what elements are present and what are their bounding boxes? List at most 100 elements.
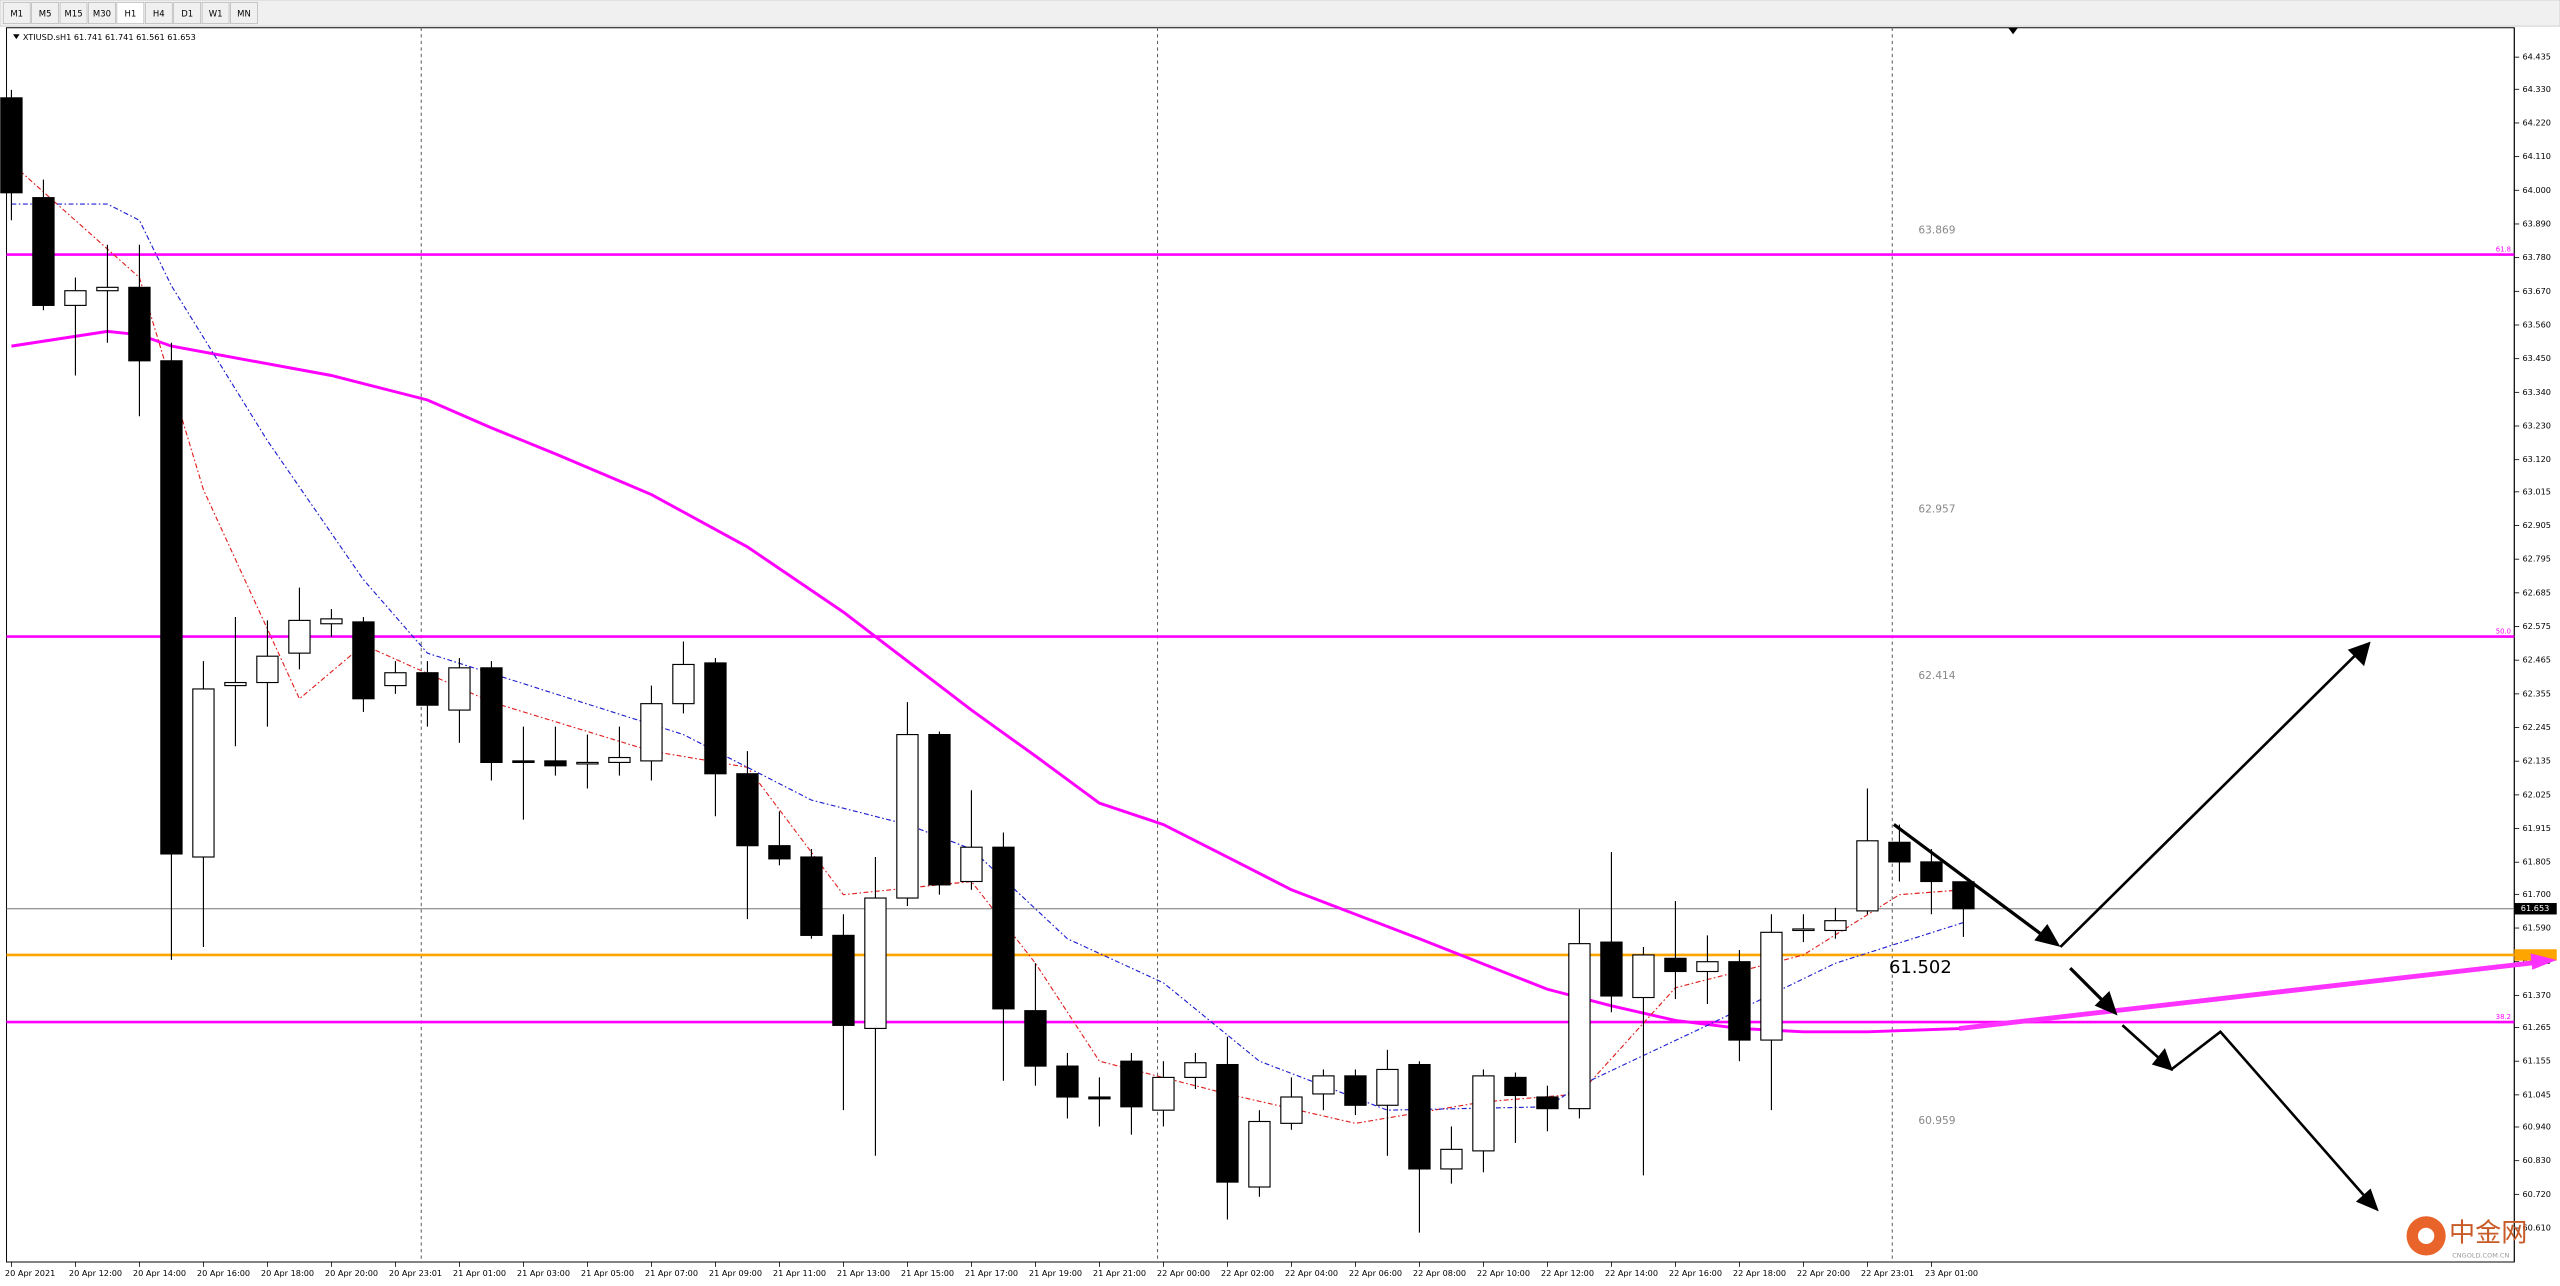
y-tick-label: 61.805 bbox=[2522, 857, 2551, 867]
moving-average bbox=[11, 329, 1964, 1034]
bullish-candle bbox=[672, 663, 695, 705]
timeframe-button[interactable] bbox=[31, 2, 59, 24]
timeframe-label[interactable]: M15 bbox=[65, 8, 83, 18]
bearish-candle bbox=[160, 360, 183, 855]
y-tick-label: 63.230 bbox=[2522, 421, 2551, 431]
x-tick-label: 22 Apr 10:00 bbox=[1477, 1268, 1530, 1278]
x-tick-label: 22 Apr 06:00 bbox=[1349, 1268, 1402, 1278]
bullish-candle bbox=[1152, 1076, 1175, 1111]
arrow bbox=[1892, 823, 2055, 945]
y-tick-label: 63.015 bbox=[2522, 486, 2551, 496]
x-tick-label: 22 Apr 14:00 bbox=[1605, 1268, 1658, 1278]
timeframe-button[interactable] bbox=[116, 2, 145, 24]
y-tick-label: 61.155 bbox=[2522, 1056, 2551, 1066]
timeframe-label[interactable]: M1 bbox=[10, 8, 23, 18]
bullish-candle bbox=[96, 286, 119, 292]
y-tick-label: 61.700 bbox=[2522, 889, 2551, 899]
y-tick-label: 62.905 bbox=[2522, 520, 2551, 530]
bullish-candle bbox=[576, 761, 599, 765]
x-tick-label: 21 Apr 09:00 bbox=[709, 1268, 762, 1278]
bullish-candle bbox=[1184, 1062, 1207, 1078]
timeframe-label[interactable]: W1 bbox=[209, 8, 223, 18]
bearish-candle bbox=[1888, 841, 1911, 863]
bearish-candle bbox=[1088, 1096, 1111, 1100]
bearish-candle bbox=[1120, 1060, 1143, 1108]
y-tick-label: 64.220 bbox=[2522, 117, 2551, 127]
bearish-candle bbox=[352, 621, 375, 700]
x-tick-label: 21 Apr 13:00 bbox=[837, 1268, 890, 1278]
x-tick-label: 22 Apr 12:00 bbox=[1541, 1268, 1594, 1278]
bullish-candle bbox=[896, 733, 919, 899]
bullish-candle bbox=[1312, 1075, 1335, 1095]
bearish-candle bbox=[1536, 1096, 1559, 1110]
bullish-candle bbox=[1792, 928, 1815, 932]
bullish-candle bbox=[1248, 1120, 1271, 1188]
arrow-head bbox=[2347, 641, 2371, 667]
bearish-candle bbox=[736, 773, 759, 847]
bearish-candle bbox=[992, 846, 1015, 1010]
y-tick-label: 62.795 bbox=[2522, 554, 2551, 564]
level-annotation: 63.869 bbox=[1918, 223, 1955, 236]
level-label: 38.2 bbox=[2496, 1013, 2511, 1021]
timeframe-button[interactable] bbox=[201, 2, 230, 24]
y-tick-label: 62.025 bbox=[2522, 789, 2551, 799]
y-tick-label: 61.265 bbox=[2522, 1022, 2551, 1032]
y-tick-label: 60.610 bbox=[2522, 1223, 2551, 1233]
timeframe-button[interactable] bbox=[2, 2, 31, 24]
bullish-candle bbox=[1376, 1068, 1399, 1106]
y-tick-label: 63.450 bbox=[2522, 353, 2551, 363]
y-tick-label: 63.670 bbox=[2522, 286, 2551, 296]
watermark-sub: CNGOLD.COM.CN bbox=[2452, 1251, 2509, 1259]
timeframe-button[interactable] bbox=[59, 2, 88, 24]
bearish-candle bbox=[768, 845, 791, 860]
toolbar bbox=[0, 0, 2560, 27]
y-tick-label: 62.355 bbox=[2522, 688, 2551, 698]
bullish-candle bbox=[1824, 920, 1847, 932]
x-tick-label: 22 Apr 20:00 bbox=[1797, 1268, 1850, 1278]
bearish-candle bbox=[1056, 1065, 1079, 1098]
bearish-candle bbox=[544, 760, 567, 767]
y-tick-label: 61.590 bbox=[2522, 923, 2551, 933]
bearish-candle bbox=[32, 197, 55, 306]
timeframe-button[interactable] bbox=[144, 2, 173, 24]
y-tick-label: 63.780 bbox=[2522, 252, 2551, 262]
bearish-candle bbox=[512, 760, 535, 763]
bearish-candle bbox=[800, 856, 823, 936]
y-tick-label: 61.915 bbox=[2522, 823, 2551, 833]
arrow bbox=[2059, 647, 2364, 948]
timeframe-label[interactable]: M30 bbox=[93, 8, 111, 18]
y-tick-label: 62.685 bbox=[2522, 587, 2551, 597]
y-tick-label: 62.135 bbox=[2522, 756, 2551, 766]
y-tick-label: 64.000 bbox=[2522, 185, 2551, 195]
current-price-box bbox=[2514, 903, 2557, 915]
timeframe-label[interactable]: H1 bbox=[124, 8, 136, 18]
x-tick-label: 21 Apr 17:00 bbox=[965, 1268, 1018, 1278]
timeframe-button[interactable] bbox=[230, 2, 258, 24]
y-tick-label: 62.575 bbox=[2522, 621, 2551, 631]
x-tick-label: 21 Apr 15:00 bbox=[901, 1268, 954, 1278]
bearish-candle bbox=[1344, 1075, 1367, 1106]
x-tick-label: 21 Apr 01:00 bbox=[453, 1268, 506, 1278]
watermark-logo-inner bbox=[2417, 1227, 2435, 1245]
timeframe-button[interactable] bbox=[173, 2, 201, 24]
bullish-candle bbox=[1856, 840, 1879, 912]
bullish-candle bbox=[64, 290, 87, 306]
x-tick-label: 21 Apr 07:00 bbox=[645, 1268, 698, 1278]
bearish-candle bbox=[1408, 1063, 1431, 1170]
timeframe-label[interactable]: M5 bbox=[39, 8, 52, 18]
bullish-candle bbox=[960, 846, 983, 883]
bearish-candle bbox=[0, 97, 23, 194]
bullish-candle bbox=[608, 756, 631, 763]
timeframe-label[interactable]: MN bbox=[237, 8, 251, 18]
timeframe-label[interactable]: D1 bbox=[181, 8, 193, 18]
bullish-candle bbox=[448, 667, 471, 711]
arrow-head bbox=[2034, 924, 2061, 947]
y-tick-label: 61.045 bbox=[2522, 1089, 2551, 1099]
x-tick-label: 20 Apr 16:00 bbox=[197, 1268, 250, 1278]
timeframe-label[interactable]: H4 bbox=[153, 8, 165, 18]
timeframe-button[interactable] bbox=[88, 2, 116, 24]
symbol-menu-icon[interactable] bbox=[13, 34, 20, 40]
x-tick-label: 20 Apr 20:00 bbox=[325, 1268, 378, 1278]
bearish-candle bbox=[128, 286, 151, 362]
